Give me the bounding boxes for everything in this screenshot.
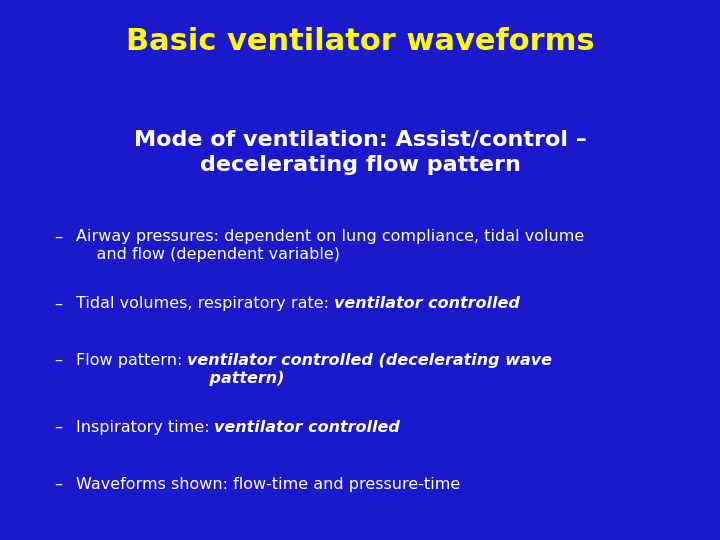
Text: –: – (54, 420, 62, 435)
Text: ventilator controlled (decelerating wave
    pattern): ventilator controlled (decelerating wave… (187, 353, 552, 386)
Text: Flow pattern:: Flow pattern: (76, 353, 187, 368)
Text: Inspiratory time:: Inspiratory time: (76, 420, 215, 435)
Text: –: – (54, 296, 62, 312)
Text: ventilator controlled: ventilator controlled (215, 420, 400, 435)
Text: –: – (54, 477, 62, 492)
Text: –: – (54, 353, 62, 368)
Text: –: – (54, 230, 62, 245)
Text: ventilator controlled: ventilator controlled (334, 296, 520, 312)
Text: Waveforms shown: flow-time and pressure-time: Waveforms shown: flow-time and pressure-… (76, 477, 460, 492)
Text: Airway pressures: dependent on lung compliance, tidal volume
    and flow (depen: Airway pressures: dependent on lung comp… (76, 230, 584, 262)
Text: Mode of ventilation: Assist/control –
decelerating flow pattern: Mode of ventilation: Assist/control – de… (133, 130, 587, 175)
Text: Tidal volumes, respiratory rate:: Tidal volumes, respiratory rate: (76, 296, 334, 312)
Text: Basic ventilator waveforms: Basic ventilator waveforms (126, 27, 594, 56)
